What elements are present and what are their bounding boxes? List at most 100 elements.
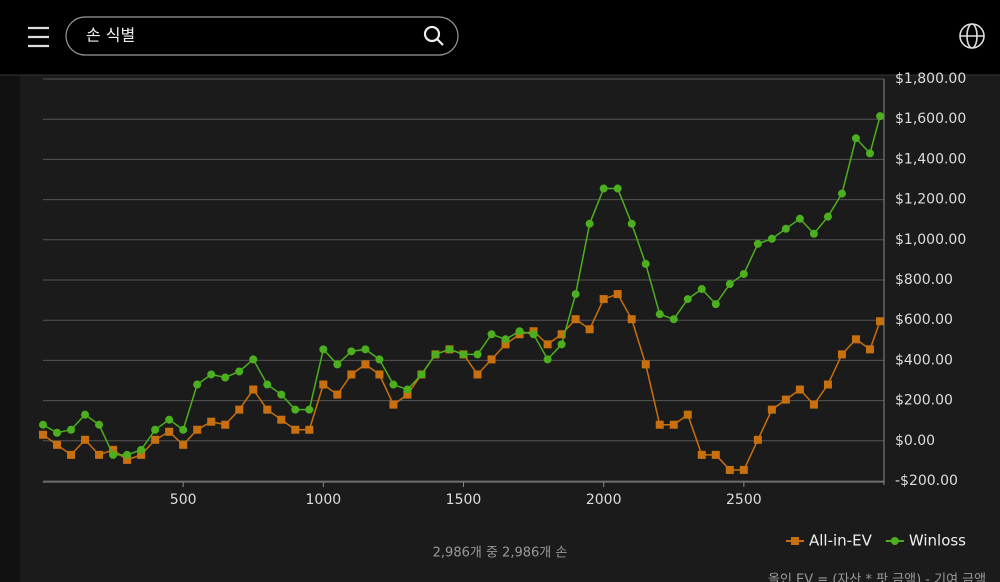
point [123, 450, 132, 459]
point [641, 360, 650, 369]
hand-count: 2,986개 중 2,986개 손 [433, 546, 568, 561]
point [473, 370, 482, 379]
point [473, 350, 482, 359]
point [876, 317, 885, 326]
point [613, 184, 622, 193]
legend-marker [890, 537, 899, 545]
point [487, 355, 496, 364]
point [193, 425, 202, 434]
point [151, 435, 160, 444]
point [851, 134, 860, 143]
point [809, 229, 818, 238]
point [165, 427, 174, 436]
point [711, 300, 720, 309]
point [557, 340, 566, 349]
legend-label: Winloss [909, 532, 966, 550]
point [207, 417, 216, 426]
point [655, 310, 664, 319]
point [305, 425, 314, 434]
point [627, 315, 636, 324]
legend-label: All-in-EV [809, 532, 873, 550]
point [305, 405, 314, 414]
point [361, 360, 370, 369]
point [249, 385, 258, 394]
y-tick-label: $200.00 [895, 393, 953, 409]
x-tick-label: 1500 [446, 492, 482, 508]
point [767, 234, 776, 243]
y-tick-label: $0.00 [895, 433, 935, 449]
point [109, 445, 118, 454]
point [571, 290, 580, 299]
y-tick-label: $1,800.00 [895, 71, 966, 87]
point [781, 395, 790, 404]
point [67, 425, 76, 434]
point [375, 355, 384, 364]
point [865, 345, 874, 354]
point [501, 335, 510, 344]
point [851, 335, 860, 344]
legend-item[interactable]: Winloss [885, 532, 966, 550]
chart: -$200.00 $0.00 $200.00 $400.00 $600.00 $800.0… [39, 71, 966, 508]
point [543, 340, 552, 349]
point [725, 280, 734, 289]
language-button[interactable] [959, 23, 985, 49]
search-icon-lens [423, 25, 441, 43]
search-icon-handle [436, 38, 444, 46]
point [669, 315, 678, 324]
point [753, 435, 762, 444]
point [739, 465, 748, 474]
point [277, 390, 286, 399]
point [753, 239, 762, 248]
point [291, 425, 300, 434]
y-tick-label: -$200.00 [895, 473, 958, 489]
point [697, 450, 706, 459]
x-tick-label: 500 [170, 492, 197, 508]
point [53, 428, 62, 437]
search-icon[interactable] [423, 25, 444, 46]
point [53, 440, 62, 449]
point [193, 380, 202, 389]
point [627, 219, 636, 228]
point [459, 350, 468, 359]
point [151, 425, 160, 434]
point [137, 450, 146, 459]
point [557, 330, 566, 339]
point [571, 315, 580, 324]
point [165, 415, 174, 424]
search-placeholder: 손 식별 [86, 26, 135, 45]
point [837, 189, 846, 198]
point [809, 400, 818, 409]
point [445, 345, 454, 354]
point [67, 450, 76, 459]
point [711, 450, 720, 459]
point [291, 405, 300, 414]
y-tick-label: $1,400.00 [895, 151, 966, 167]
point [319, 380, 328, 389]
point [876, 112, 885, 121]
point [683, 295, 692, 304]
point [599, 184, 608, 193]
point [529, 330, 538, 339]
point [431, 350, 440, 359]
point [669, 420, 678, 429]
point [697, 285, 706, 294]
x-tick-label: 2000 [586, 492, 622, 508]
point [417, 370, 426, 379]
legend-item[interactable]: All-in-EV [786, 532, 873, 550]
point [515, 327, 524, 336]
point [319, 345, 328, 354]
point [487, 330, 496, 339]
menu-button[interactable] [28, 26, 49, 48]
point [81, 435, 90, 444]
point [781, 224, 790, 233]
legend: All-in-EV Winloss [786, 532, 966, 550]
point [263, 380, 272, 389]
point [837, 350, 846, 359]
y-tick-label: $600.00 [895, 312, 953, 328]
point [207, 370, 216, 379]
point [389, 400, 398, 409]
point [137, 445, 146, 454]
search-box[interactable] [65, 16, 459, 56]
point [613, 290, 622, 299]
x-tick-label: 2500 [726, 492, 762, 508]
